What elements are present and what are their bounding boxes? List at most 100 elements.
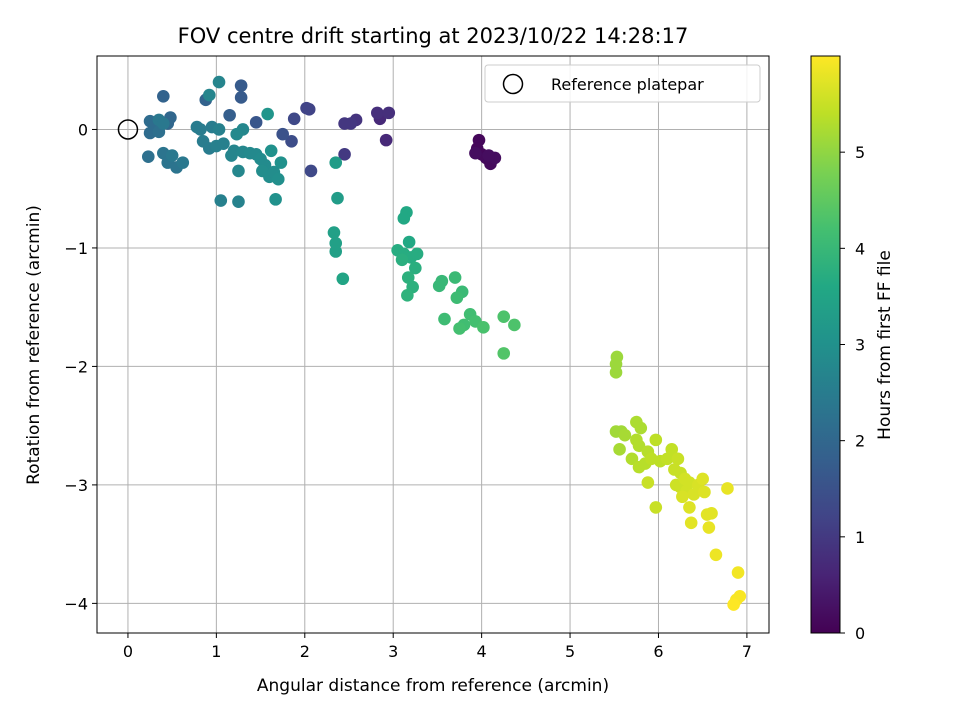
scatter-point (497, 347, 511, 360)
scatter-point (249, 116, 263, 129)
colorbar-label: Hours from first FF file (875, 250, 895, 440)
grid-lines (97, 56, 769, 633)
scatter-point (230, 127, 244, 141)
scatter-point (687, 488, 701, 501)
scatter-point (269, 193, 282, 206)
scatter-point (450, 291, 464, 305)
data-points (141, 75, 747, 611)
scatter-point (469, 146, 482, 160)
scatter-point (634, 421, 648, 435)
scatter-point (331, 191, 344, 205)
scatter-point (661, 452, 674, 466)
scatter-point (709, 548, 723, 562)
scatter-point (410, 247, 424, 261)
scatter-point (329, 245, 343, 258)
scatter-point (671, 452, 685, 466)
scatter-point (727, 598, 740, 611)
scatter-point (274, 156, 288, 169)
x-tick-label: 1 (211, 642, 221, 661)
y-tick-label: −1 (64, 239, 88, 258)
scatter-point (395, 253, 409, 267)
colorbar-tick-label: 5 (855, 143, 865, 162)
chart-title: FOV centre drift starting at 2023/10/22 … (178, 24, 689, 48)
scatter-point (176, 156, 190, 169)
scatter-point (234, 91, 248, 104)
scatter-point (157, 89, 170, 103)
scatter-point (448, 271, 462, 284)
scatter-point (329, 156, 343, 169)
scatter-point (497, 310, 511, 323)
colorbar-ticks: 0 1 2 3 4 5 (840, 143, 865, 643)
colorbar-tick-label: 2 (855, 432, 865, 451)
x-axis-ticks: 0 1 2 3 4 5 6 7 (123, 633, 752, 661)
colorbar-tick-label: 1 (855, 528, 865, 547)
y-axis-ticks: 0 −1 −2 −3 −4 (64, 120, 97, 613)
scatter-point (402, 235, 416, 249)
x-tick-label: 0 (123, 642, 133, 661)
scatter-point (649, 433, 663, 447)
scatter-point (618, 428, 632, 442)
colorbar-tick-label: 3 (855, 336, 865, 355)
y-tick-label: 0 (78, 120, 88, 139)
scatter-point (336, 272, 350, 286)
scatter-point (202, 88, 216, 102)
scatter-point (327, 226, 341, 239)
scatter-point (632, 439, 646, 453)
scatter-point (338, 148, 351, 161)
scatter-point (401, 271, 415, 284)
colorbar-tick-label: 4 (855, 239, 865, 258)
y-tick-label: −4 (64, 594, 88, 613)
scatter-point (304, 164, 318, 178)
scatter-point (141, 150, 155, 164)
scatter-point (214, 194, 228, 207)
x-tick-label: 3 (388, 642, 398, 661)
scatter-point (482, 149, 496, 162)
scatter-point (702, 521, 716, 534)
reference-point-marker (117, 119, 139, 140)
scatter-point (271, 172, 285, 186)
scatter-point (157, 117, 170, 130)
scatter-point (705, 507, 718, 520)
scatter-point (409, 261, 422, 275)
colorbar (810, 55, 841, 634)
scatter-point (676, 490, 689, 504)
scatter-point (212, 123, 226, 136)
plot-frame (96, 55, 770, 634)
y-tick-label: −2 (64, 357, 88, 376)
scatter-point (435, 274, 449, 288)
scatter-point (217, 137, 230, 150)
scatter-point (300, 101, 313, 115)
x-tick-label: 4 (477, 642, 487, 661)
scatter-point (613, 443, 626, 456)
scatter-point (649, 501, 663, 514)
scatter-point (401, 289, 414, 302)
scatter-point (684, 516, 698, 530)
scatter-point (696, 472, 709, 486)
scatter-point (165, 149, 179, 162)
x-tick-label: 7 (742, 642, 752, 661)
legend-label: Reference platepar (551, 75, 704, 94)
scatter-point (641, 476, 655, 489)
scatter-point (397, 212, 411, 225)
scatter-point (438, 312, 451, 326)
x-tick-label: 6 (653, 642, 663, 661)
scatter-point (379, 133, 393, 147)
legend-marker (502, 73, 524, 95)
legend: Reference platepar (484, 64, 761, 103)
scatter-point (261, 107, 274, 121)
scatter-point (276, 127, 289, 141)
scatter-point (232, 195, 245, 209)
scatter-point (698, 485, 711, 499)
colorbar-tick-label: 0 (855, 624, 865, 643)
scatter-point (625, 452, 639, 466)
scatter-point (609, 366, 623, 379)
scatter-point (477, 321, 490, 334)
scatter-point (382, 106, 396, 120)
x-tick-label: 5 (565, 642, 575, 661)
scatter-point (721, 482, 734, 495)
scatter-point (223, 108, 236, 122)
y-axis-label: Rotation from reference (arcmin) (24, 205, 44, 485)
scatter-point (225, 149, 238, 162)
scatter-point (370, 106, 384, 120)
